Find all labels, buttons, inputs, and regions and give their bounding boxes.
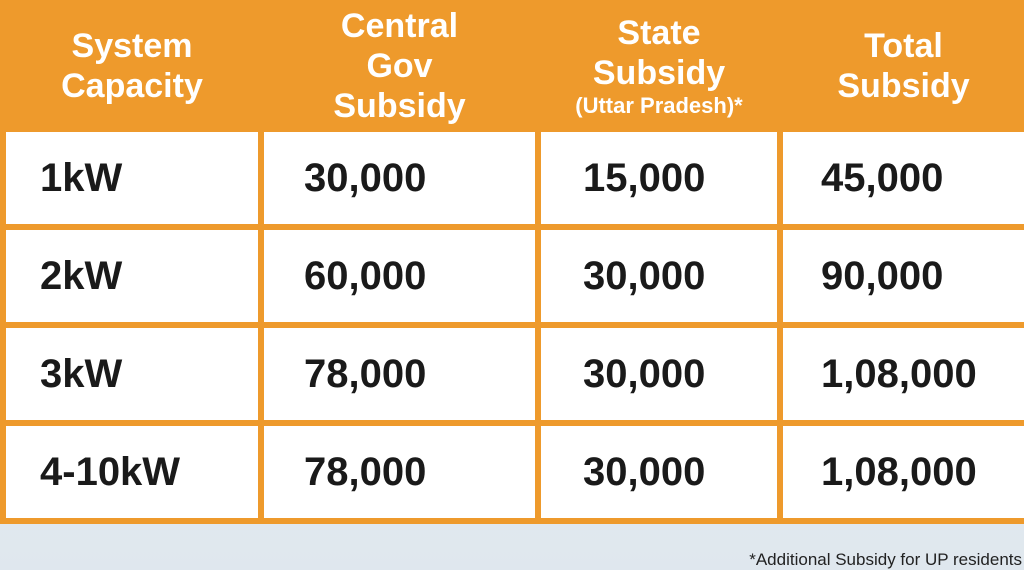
table-cell: 30,000 [535,420,783,524]
subsidy-table: System Capacity Central Gov Subsidy State … [0,0,1024,524]
table-row: 3kW 78,000 30,000 1,08,000 [0,322,1024,426]
header-note: (Uttar Pradesh)* [575,93,743,118]
header-cell: System Capacity [0,0,264,132]
table-cell: 78,000 [258,322,541,426]
header-text: State Subsidy [592,14,726,92]
table-cell: 30,000 [258,126,541,230]
table-cell: 30,000 [535,322,783,426]
table-cell: 1kW [0,126,264,230]
table-cell: 1,08,000 [777,420,1024,524]
header-row: System Capacity Central Gov Subsidy State … [0,0,1024,132]
header-cell: Total Subsidy [777,0,1024,132]
header-text: Total Subsidy [837,27,970,105]
table-row: 1kW 30,000 15,000 45,000 [0,126,1024,230]
footnote: *Additional Subsidy for UP residents [749,550,1022,569]
table-cell: 45,000 [777,126,1024,230]
header-cell: Central Gov Subsidy [258,0,541,132]
table-body: 1kW 30,000 15,000 45,000 2kW 60,000 30,000 90,0… [0,126,1024,524]
table-cell: 30,000 [535,224,783,328]
table-cell: 90,000 [777,224,1024,328]
table-row: 2kW 60,000 30,000 90,000 [0,224,1024,328]
table-row: 4-10kW 78,000 30,000 1,08,000 [0,420,1024,524]
table-cell: 4-10kW [0,420,264,524]
table-cell: 2kW [0,224,264,328]
table-cell: 3kW [0,322,264,426]
header-cell: State Subsidy (Uttar Pradesh)* [535,0,783,132]
header-text: Central Gov Subsidy [333,7,466,125]
table-cell: 15,000 [535,126,783,230]
table-cell: 78,000 [258,420,541,524]
table-cell: 1,08,000 [777,322,1024,426]
table-cell: 60,000 [258,224,541,328]
header-text: System Capacity [61,27,203,105]
